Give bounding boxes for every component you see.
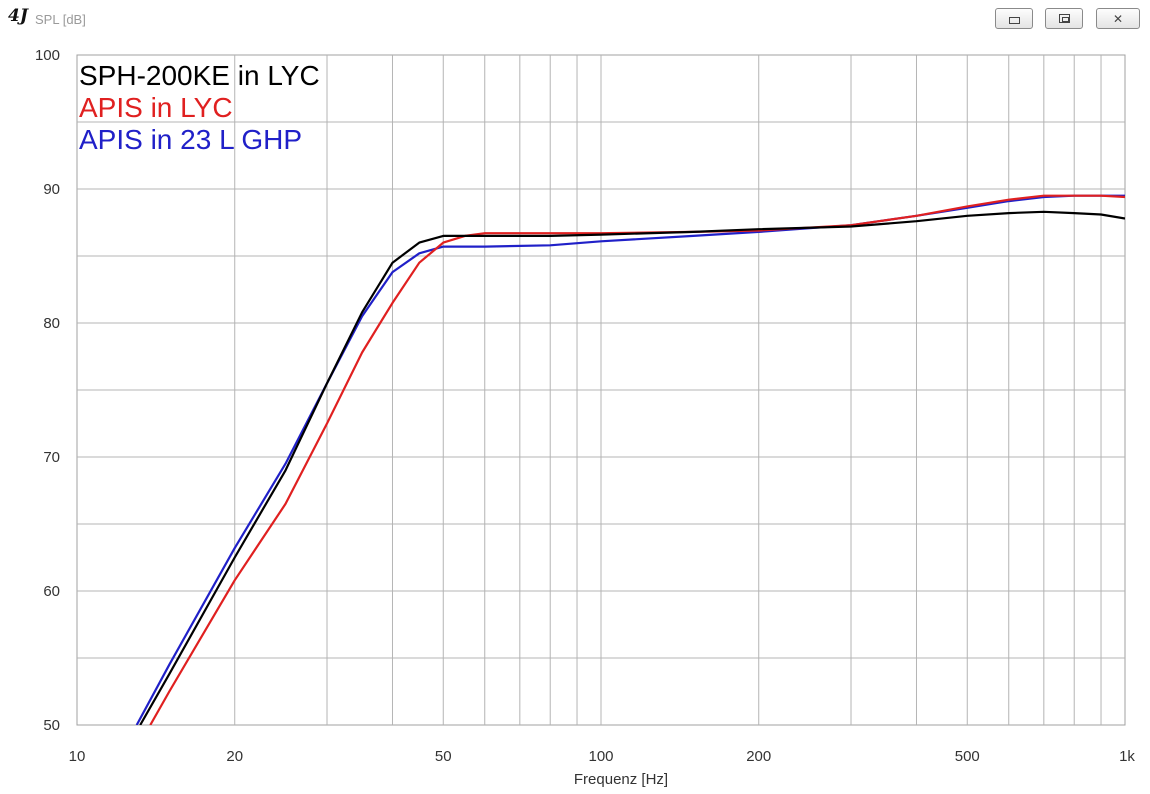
x-tick-label: 10 <box>69 748 86 765</box>
legend-entry-3: APIS in 23 L GHP <box>79 124 302 155</box>
y-tick-label: 50 <box>43 717 60 734</box>
close-icon: ✕ <box>1112 11 1124 26</box>
y-tick-label: 100 <box>35 47 60 64</box>
x-axis-label: Frequenz [Hz] <box>574 771 668 788</box>
series-line-2 <box>149 194 1125 725</box>
x-tick-label: 20 <box>226 748 243 765</box>
restore-icon <box>1058 14 1070 23</box>
minimize-button[interactable] <box>995 8 1033 29</box>
legend-entry-2: APIS in LYC <box>79 92 233 123</box>
x-tick-label: 500 <box>955 748 980 765</box>
legend-entry-1: SPH-200KE in LYC <box>79 60 320 91</box>
minimize-icon <box>1008 17 1020 24</box>
x-tick-label: 200 <box>746 748 771 765</box>
app-logo: 4J <box>8 6 28 26</box>
y-tick-label: 80 <box>43 315 60 332</box>
x-tick-label: 50 <box>435 748 452 765</box>
window-titlebar: 4J SPL [dB] ✕ <box>0 0 1150 40</box>
y-tick-label: 60 <box>43 583 60 600</box>
series-line-1 <box>139 210 1125 725</box>
y-tick-label: 90 <box>43 181 60 198</box>
close-button[interactable]: ✕ <box>1096 8 1140 29</box>
y-tick-label: 70 <box>43 449 60 466</box>
x-tick-label: 100 <box>588 748 613 765</box>
series-line-3 <box>135 194 1125 725</box>
restore-button[interactable] <box>1045 8 1083 29</box>
window-title: SPL [dB] <box>35 12 86 27</box>
x-tick-label: 1k <box>1119 748 1135 765</box>
